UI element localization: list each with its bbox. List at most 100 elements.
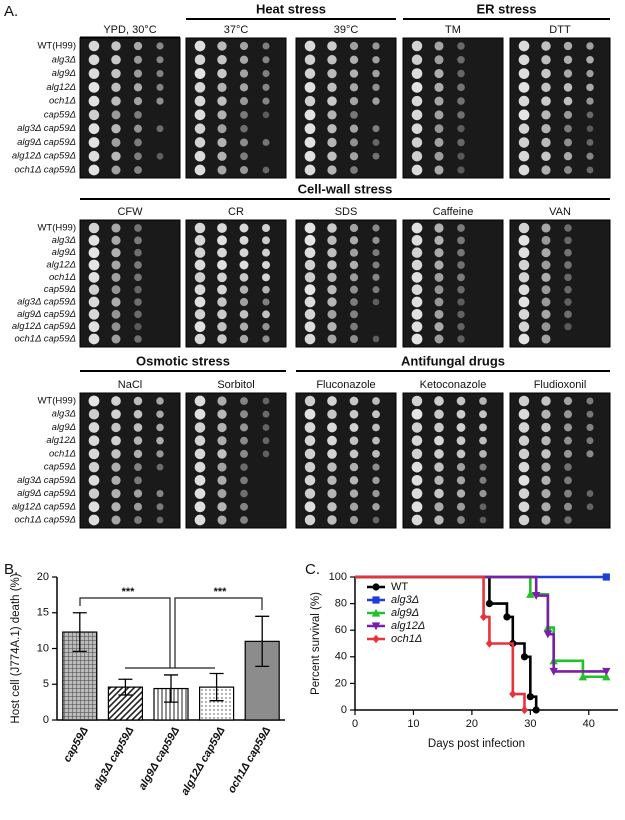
point [479, 612, 488, 622]
y-tick-label: 0 [341, 704, 347, 716]
spot [434, 422, 444, 433]
spot [217, 422, 227, 433]
spot [411, 488, 423, 499]
strain-label: alg12Δ [46, 82, 76, 93]
spot [457, 69, 465, 78]
spot [327, 322, 337, 332]
spot [457, 97, 465, 105]
spot [411, 95, 423, 107]
spot [457, 236, 465, 245]
spot [411, 137, 423, 148]
spot [456, 489, 466, 498]
strain-label: WT(H99) [37, 41, 76, 52]
panel-label: A. [4, 3, 18, 20]
spot [586, 410, 594, 418]
spot [134, 261, 142, 269]
spot [563, 449, 573, 458]
spot [111, 137, 121, 147]
x-axis-label: Days post infection [428, 738, 525, 750]
spot [217, 235, 227, 246]
condition-label: TM [445, 24, 461, 36]
spot [262, 236, 270, 245]
step-segment [512, 642, 526, 657]
spot [457, 310, 465, 319]
spot [133, 489, 143, 498]
spot [541, 409, 551, 419]
spot [304, 247, 316, 259]
spot [564, 273, 572, 282]
spot [194, 247, 206, 258]
strain-label: WT(H99) [37, 223, 76, 234]
spot [194, 408, 206, 420]
spot [349, 462, 359, 472]
spot [434, 322, 444, 332]
spot [156, 516, 164, 524]
spot [456, 436, 466, 446]
spot [304, 461, 316, 473]
spot [111, 297, 121, 307]
spot [194, 284, 206, 295]
spot [411, 150, 423, 162]
spot [240, 152, 248, 161]
spot [304, 109, 316, 121]
x-tick-label: 0 [352, 718, 358, 730]
spot [304, 435, 316, 446]
spot [518, 164, 530, 176]
spot [457, 83, 465, 92]
spot [327, 488, 337, 499]
spot [156, 463, 164, 471]
spot [541, 449, 551, 459]
spot [194, 235, 206, 246]
spot [217, 151, 227, 161]
spot [88, 164, 100, 176]
condition-label: Sorbitol [217, 379, 254, 391]
spot [518, 474, 530, 486]
spot [133, 55, 143, 64]
strain-label: alg12Δ [46, 260, 76, 271]
spot [111, 41, 121, 51]
condition-label: VAN [549, 206, 571, 218]
step-segment [355, 575, 485, 617]
spot [349, 83, 359, 92]
spot [134, 298, 142, 306]
spot [88, 514, 100, 526]
spot [434, 475, 444, 485]
spot [111, 334, 121, 344]
spot [88, 68, 100, 79]
spot [541, 165, 551, 175]
spot [434, 82, 444, 92]
spot [457, 138, 465, 147]
bracket [174, 597, 263, 668]
spot [240, 463, 248, 471]
spot [456, 463, 466, 472]
spot [327, 272, 337, 282]
spot [349, 55, 359, 64]
spot [304, 40, 316, 52]
spot [262, 138, 270, 146]
spot [262, 335, 270, 343]
spot [262, 97, 270, 105]
spot [434, 248, 444, 258]
spot [541, 55, 551, 65]
spot [327, 515, 337, 525]
spot [541, 297, 551, 307]
spot [372, 152, 380, 160]
spot [586, 423, 594, 431]
spot [327, 334, 337, 344]
spot [518, 448, 530, 460]
spot [541, 96, 551, 106]
step-segment [512, 692, 526, 710]
spot [564, 476, 572, 485]
spot [411, 81, 423, 93]
spot [194, 422, 206, 433]
spot [564, 248, 572, 257]
legend-marker [371, 608, 381, 617]
spot [304, 422, 316, 433]
spot [434, 235, 444, 245]
spot [88, 395, 100, 407]
spot [518, 222, 530, 234]
spot [88, 109, 100, 121]
spot [479, 503, 487, 511]
spot [349, 396, 359, 406]
spot [156, 83, 164, 91]
